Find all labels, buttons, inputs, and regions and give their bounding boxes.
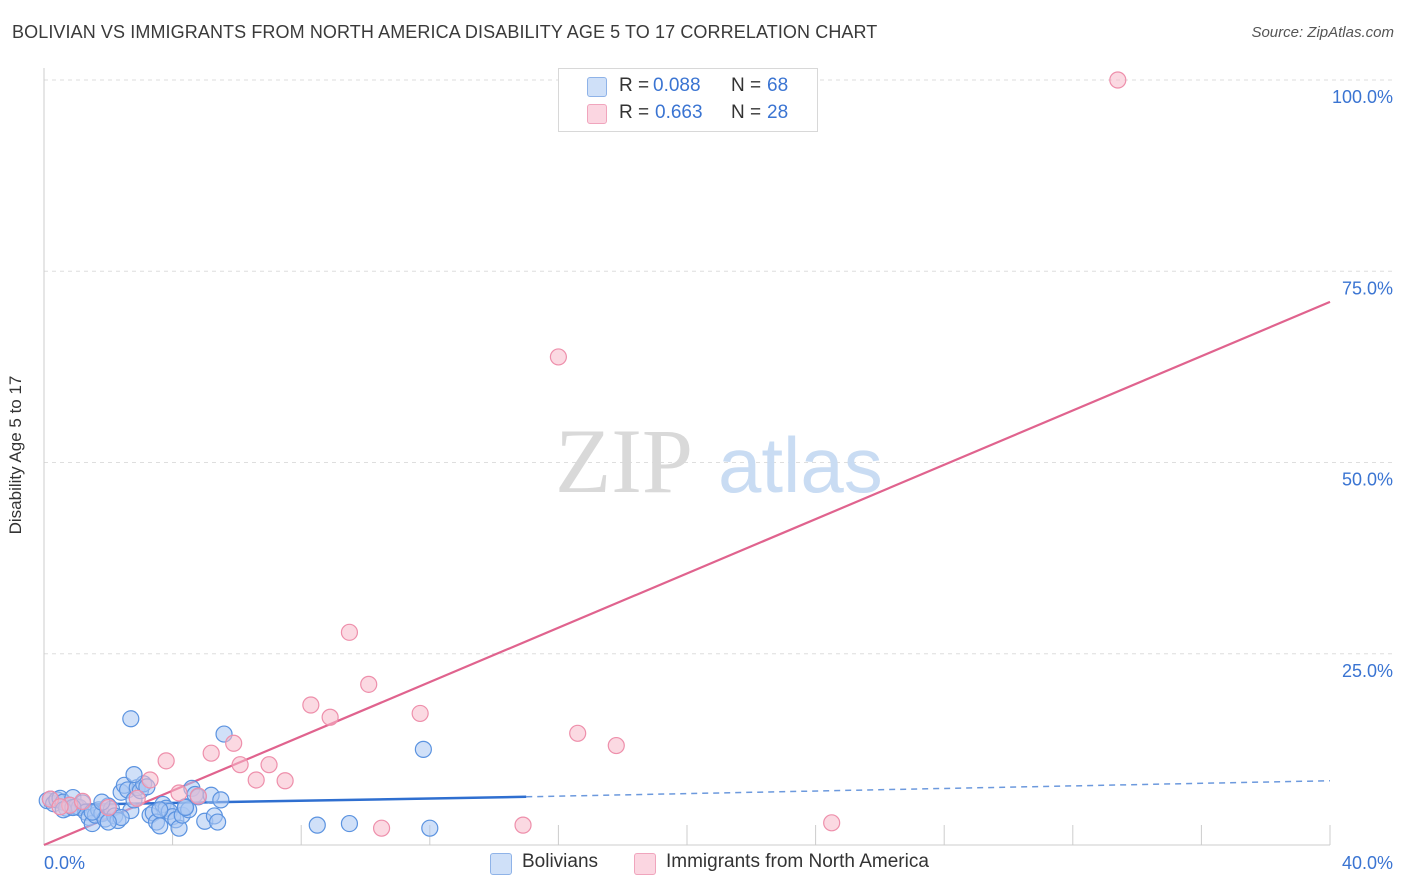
bolivians-swatch [490, 853, 512, 875]
immigrants-point [1109, 71, 1127, 89]
immigrants-point [202, 744, 220, 762]
immigrants-point [372, 819, 391, 837]
bolivians-point [212, 791, 230, 809]
immigrants-trend-line [43, 300, 1331, 847]
immigrants-point [231, 756, 249, 774]
bolivians-point [176, 798, 195, 817]
bolivians-point [209, 813, 227, 831]
bolivians-point [308, 816, 326, 834]
immigrants-point [321, 708, 339, 726]
watermark-atlas: atlas [718, 421, 883, 509]
bolivians-trend-extension [526, 779, 1331, 798]
immigrants-point [411, 704, 429, 723]
bolivians-point [99, 813, 117, 831]
immigrants-point [51, 798, 69, 816]
immigrants-point [170, 784, 188, 802]
legend-r-value: 0.663 [655, 102, 703, 123]
x-tick-label: 0.0% [44, 853, 85, 873]
immigrants-point [607, 736, 625, 755]
legend-n-value: 28 [767, 102, 789, 123]
immigrants-point [225, 734, 243, 752]
bolivians-point [421, 819, 439, 837]
legend-swatch-pink [587, 104, 607, 124]
immigrants-point [302, 696, 320, 714]
legend-n-label: N = [731, 102, 762, 123]
chart-title: BOLIVIAN VS IMMIGRANTS FROM NORTH AMERIC… [12, 22, 878, 42]
data-points [38, 71, 1127, 837]
immigrants-swatch [634, 853, 656, 875]
y-tick-label: 50.0% [1342, 470, 1393, 490]
immigrants-point [157, 752, 175, 770]
y-tick-label: 75.0% [1342, 278, 1393, 298]
immigrants-point [823, 814, 841, 832]
legend-r-label: R = [619, 102, 650, 123]
immigrants-point [141, 771, 159, 789]
immigrants-point [276, 772, 294, 790]
watermark: ZIP atlas [555, 410, 883, 512]
immigrants-point [549, 348, 568, 366]
bolivians-point [125, 766, 143, 784]
legend-n-label: N = [731, 75, 762, 96]
immigrants-point [73, 792, 92, 810]
bolivians-point [151, 801, 169, 819]
watermark-zip: ZIP [555, 410, 693, 512]
legend-swatch-blue [587, 77, 607, 97]
bolivians-trend-line [43, 795, 527, 807]
bolivians-point [414, 740, 432, 758]
legend-r-label: R = [619, 75, 650, 96]
bolivians-label: Bolivians [522, 851, 599, 872]
legend-n-value: 68 [767, 75, 789, 96]
legend-row-bolivians: R = 0.088 N = 68 [559, 75, 817, 101]
bolivians-point [122, 710, 140, 728]
stats-legend: R = 0.088 N = 68 R = 0.663 N = 28 [558, 68, 818, 132]
immigrants-label: Immigrants from North America [666, 851, 929, 872]
legend-r-value: 0.088 [653, 75, 701, 96]
immigrants-point [514, 816, 532, 834]
y-tick-label: 100.0% [1332, 87, 1393, 107]
trend-lines [43, 300, 1331, 847]
immigrants-point [247, 771, 265, 789]
bolivians-point [340, 814, 359, 833]
source-label: Source: ZipAtlas.com [1251, 24, 1394, 41]
immigrants-point [260, 756, 278, 774]
x-tick-label: 40.0% [1342, 853, 1393, 873]
immigrants-point [360, 675, 378, 693]
axes [43, 68, 1330, 846]
immigrants-point [128, 789, 146, 807]
tick-labels: 25.0% 50.0% 75.0% 100.0% 0.0% 40.0% [44, 87, 1393, 873]
series-legend: Bolivians Immigrants from North America [0, 851, 1406, 879]
y-tick-label: 25.0% [1342, 661, 1393, 681]
immigrants-point [569, 724, 587, 742]
legend-row-immigrants: R = 0.663 N = 28 [559, 102, 817, 128]
immigrants-point [189, 787, 207, 805]
immigrants-point [340, 623, 359, 641]
immigrants-point [99, 798, 117, 817]
